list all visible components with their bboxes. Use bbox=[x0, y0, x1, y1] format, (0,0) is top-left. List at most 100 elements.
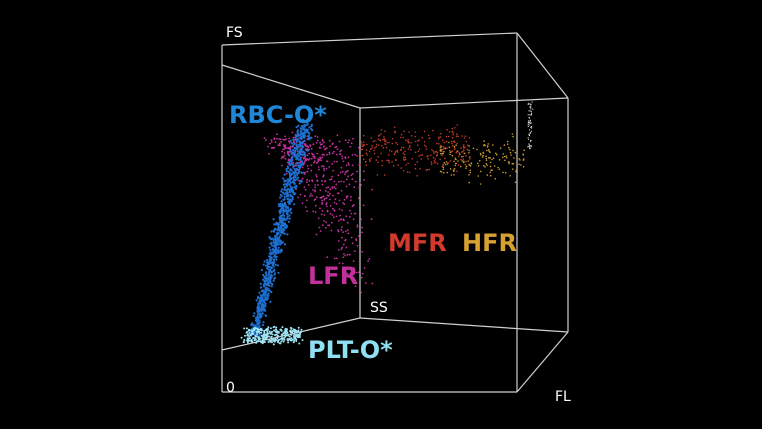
event-dot bbox=[318, 226, 321, 229]
event-dot bbox=[290, 333, 293, 336]
event-dot bbox=[395, 150, 397, 153]
event-dot bbox=[529, 110, 531, 112]
event-dot bbox=[267, 283, 270, 287]
event-dot bbox=[288, 335, 291, 338]
event-dot bbox=[408, 146, 411, 149]
event-dot bbox=[288, 202, 291, 205]
event-dot bbox=[503, 155, 506, 158]
event-dot bbox=[278, 236, 281, 239]
event-dot bbox=[394, 130, 396, 132]
event-dot bbox=[267, 326, 270, 329]
event-dot bbox=[296, 138, 299, 141]
event-dot bbox=[520, 164, 522, 166]
event-dot bbox=[487, 143, 490, 145]
event-dot bbox=[329, 205, 332, 207]
event-dot bbox=[465, 140, 468, 143]
event-dot bbox=[453, 168, 456, 170]
event-dot bbox=[325, 221, 327, 224]
event-dot bbox=[289, 207, 292, 210]
event-dot bbox=[444, 157, 446, 160]
event-dot bbox=[252, 314, 255, 317]
event-dot bbox=[340, 149, 343, 152]
event-dot bbox=[279, 337, 282, 340]
event-dot bbox=[483, 140, 486, 142]
event-dot bbox=[272, 229, 275, 232]
event-dot bbox=[373, 152, 376, 155]
event-dot bbox=[416, 175, 418, 177]
event-dot bbox=[347, 232, 350, 235]
event-dot bbox=[274, 334, 277, 337]
event-dot bbox=[403, 153, 406, 156]
event-dot bbox=[410, 142, 412, 144]
event-dot bbox=[291, 196, 294, 199]
event-dot bbox=[284, 183, 287, 186]
event-dot bbox=[338, 208, 341, 211]
event-dot bbox=[321, 156, 324, 159]
event-dot bbox=[276, 337, 279, 339]
event-dot bbox=[290, 327, 293, 330]
event-dot bbox=[357, 146, 360, 149]
event-dot bbox=[351, 178, 354, 181]
event-dot bbox=[301, 166, 304, 169]
event-dot bbox=[276, 137, 278, 140]
event-dot bbox=[246, 341, 249, 344]
event-dot bbox=[455, 135, 458, 138]
event-dot bbox=[492, 157, 495, 159]
event-dot bbox=[303, 124, 306, 127]
event-dot bbox=[459, 153, 461, 155]
event-dot bbox=[321, 209, 324, 212]
event-dot bbox=[322, 167, 325, 170]
event-dot bbox=[406, 171, 409, 173]
event-dot bbox=[262, 278, 265, 281]
event-dot bbox=[326, 160, 329, 163]
event-dot bbox=[360, 141, 363, 143]
edge bbox=[359, 317, 569, 333]
event-dot bbox=[315, 174, 317, 176]
event-dot bbox=[299, 193, 302, 196]
event-dot bbox=[255, 299, 258, 302]
event-dot bbox=[321, 138, 324, 141]
event-dot bbox=[270, 139, 273, 142]
event-dot bbox=[487, 148, 490, 151]
event-dot bbox=[286, 147, 288, 150]
event-dot bbox=[370, 218, 373, 221]
event-dot bbox=[268, 262, 271, 265]
event-dot bbox=[274, 234, 277, 238]
event-dot bbox=[377, 156, 380, 158]
event-dot bbox=[370, 157, 372, 160]
event-dot bbox=[400, 167, 403, 169]
event-dot bbox=[509, 151, 512, 154]
event-dot bbox=[514, 181, 517, 184]
event-dot bbox=[491, 158, 493, 161]
event-dot bbox=[297, 124, 300, 127]
event-dot bbox=[310, 127, 313, 130]
event-dot bbox=[314, 198, 317, 201]
event-dot bbox=[314, 189, 316, 192]
event-dot bbox=[456, 133, 458, 135]
event-dot bbox=[345, 178, 348, 181]
event-dot bbox=[299, 163, 302, 166]
event-dot bbox=[310, 136, 313, 139]
event-dot bbox=[522, 166, 525, 168]
event-dot bbox=[298, 143, 301, 146]
event-dot bbox=[530, 105, 532, 107]
event-dot bbox=[259, 316, 262, 319]
axis-label: 0 bbox=[226, 380, 235, 396]
event-dot bbox=[518, 163, 520, 166]
event-dot bbox=[327, 186, 330, 189]
event-dot bbox=[290, 211, 293, 214]
event-dot bbox=[249, 333, 252, 336]
event-dot bbox=[485, 163, 488, 165]
event-dot bbox=[411, 157, 414, 160]
event-dot bbox=[467, 160, 470, 162]
event-dot bbox=[286, 206, 289, 209]
event-dot bbox=[414, 163, 416, 166]
event-dot bbox=[330, 221, 333, 224]
event-dot bbox=[266, 264, 269, 267]
population-label: LFR bbox=[308, 262, 358, 290]
event-dot bbox=[275, 247, 278, 250]
event-dot bbox=[353, 212, 356, 215]
event-dot bbox=[349, 199, 352, 202]
event-dot bbox=[294, 328, 297, 331]
event-dot bbox=[319, 157, 322, 160]
